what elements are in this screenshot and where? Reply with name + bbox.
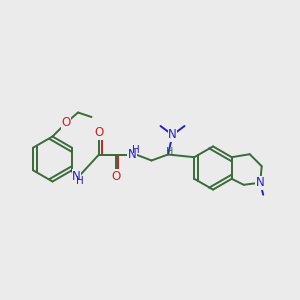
Text: N: N [256, 176, 265, 189]
Text: H: H [132, 145, 140, 155]
Text: N: N [72, 170, 81, 183]
Text: H: H [166, 147, 173, 157]
Text: H: H [76, 176, 84, 186]
Text: O: O [111, 170, 120, 183]
Text: N: N [128, 148, 136, 161]
Text: O: O [61, 116, 70, 130]
Text: N: N [168, 128, 177, 142]
Text: O: O [94, 126, 103, 139]
